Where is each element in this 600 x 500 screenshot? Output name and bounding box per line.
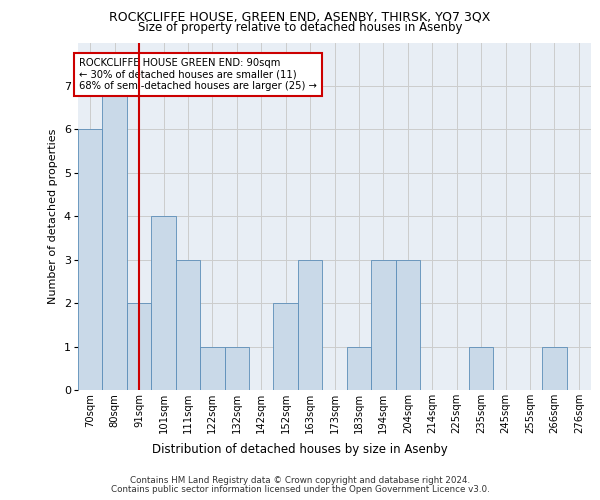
Bar	[151, 216, 176, 390]
Bar	[395, 260, 420, 390]
Text: Contains HM Land Registry data © Crown copyright and database right 2024.: Contains HM Land Registry data © Crown c…	[130, 476, 470, 485]
Y-axis label: Number of detached properties: Number of detached properties	[49, 128, 58, 304]
Bar	[469, 346, 493, 390]
Bar	[298, 260, 322, 390]
Text: ROCKCLIFFE HOUSE GREEN END: 90sqm
← 30% of detached houses are smaller (11)
68% : ROCKCLIFFE HOUSE GREEN END: 90sqm ← 30% …	[79, 58, 317, 91]
Bar	[200, 346, 224, 390]
Text: ROCKCLIFFE HOUSE, GREEN END, ASENBY, THIRSK, YO7 3QX: ROCKCLIFFE HOUSE, GREEN END, ASENBY, THI…	[109, 10, 491, 23]
Bar	[347, 346, 371, 390]
Text: Contains public sector information licensed under the Open Government Licence v3: Contains public sector information licen…	[110, 485, 490, 494]
Text: Distribution of detached houses by size in Asenby: Distribution of detached houses by size …	[152, 442, 448, 456]
Bar	[176, 260, 200, 390]
Bar	[103, 86, 127, 390]
Text: Size of property relative to detached houses in Asenby: Size of property relative to detached ho…	[138, 22, 462, 35]
Bar	[371, 260, 395, 390]
Bar	[224, 346, 249, 390]
Bar	[78, 130, 103, 390]
Bar	[542, 346, 566, 390]
Bar	[127, 303, 151, 390]
Bar	[274, 303, 298, 390]
